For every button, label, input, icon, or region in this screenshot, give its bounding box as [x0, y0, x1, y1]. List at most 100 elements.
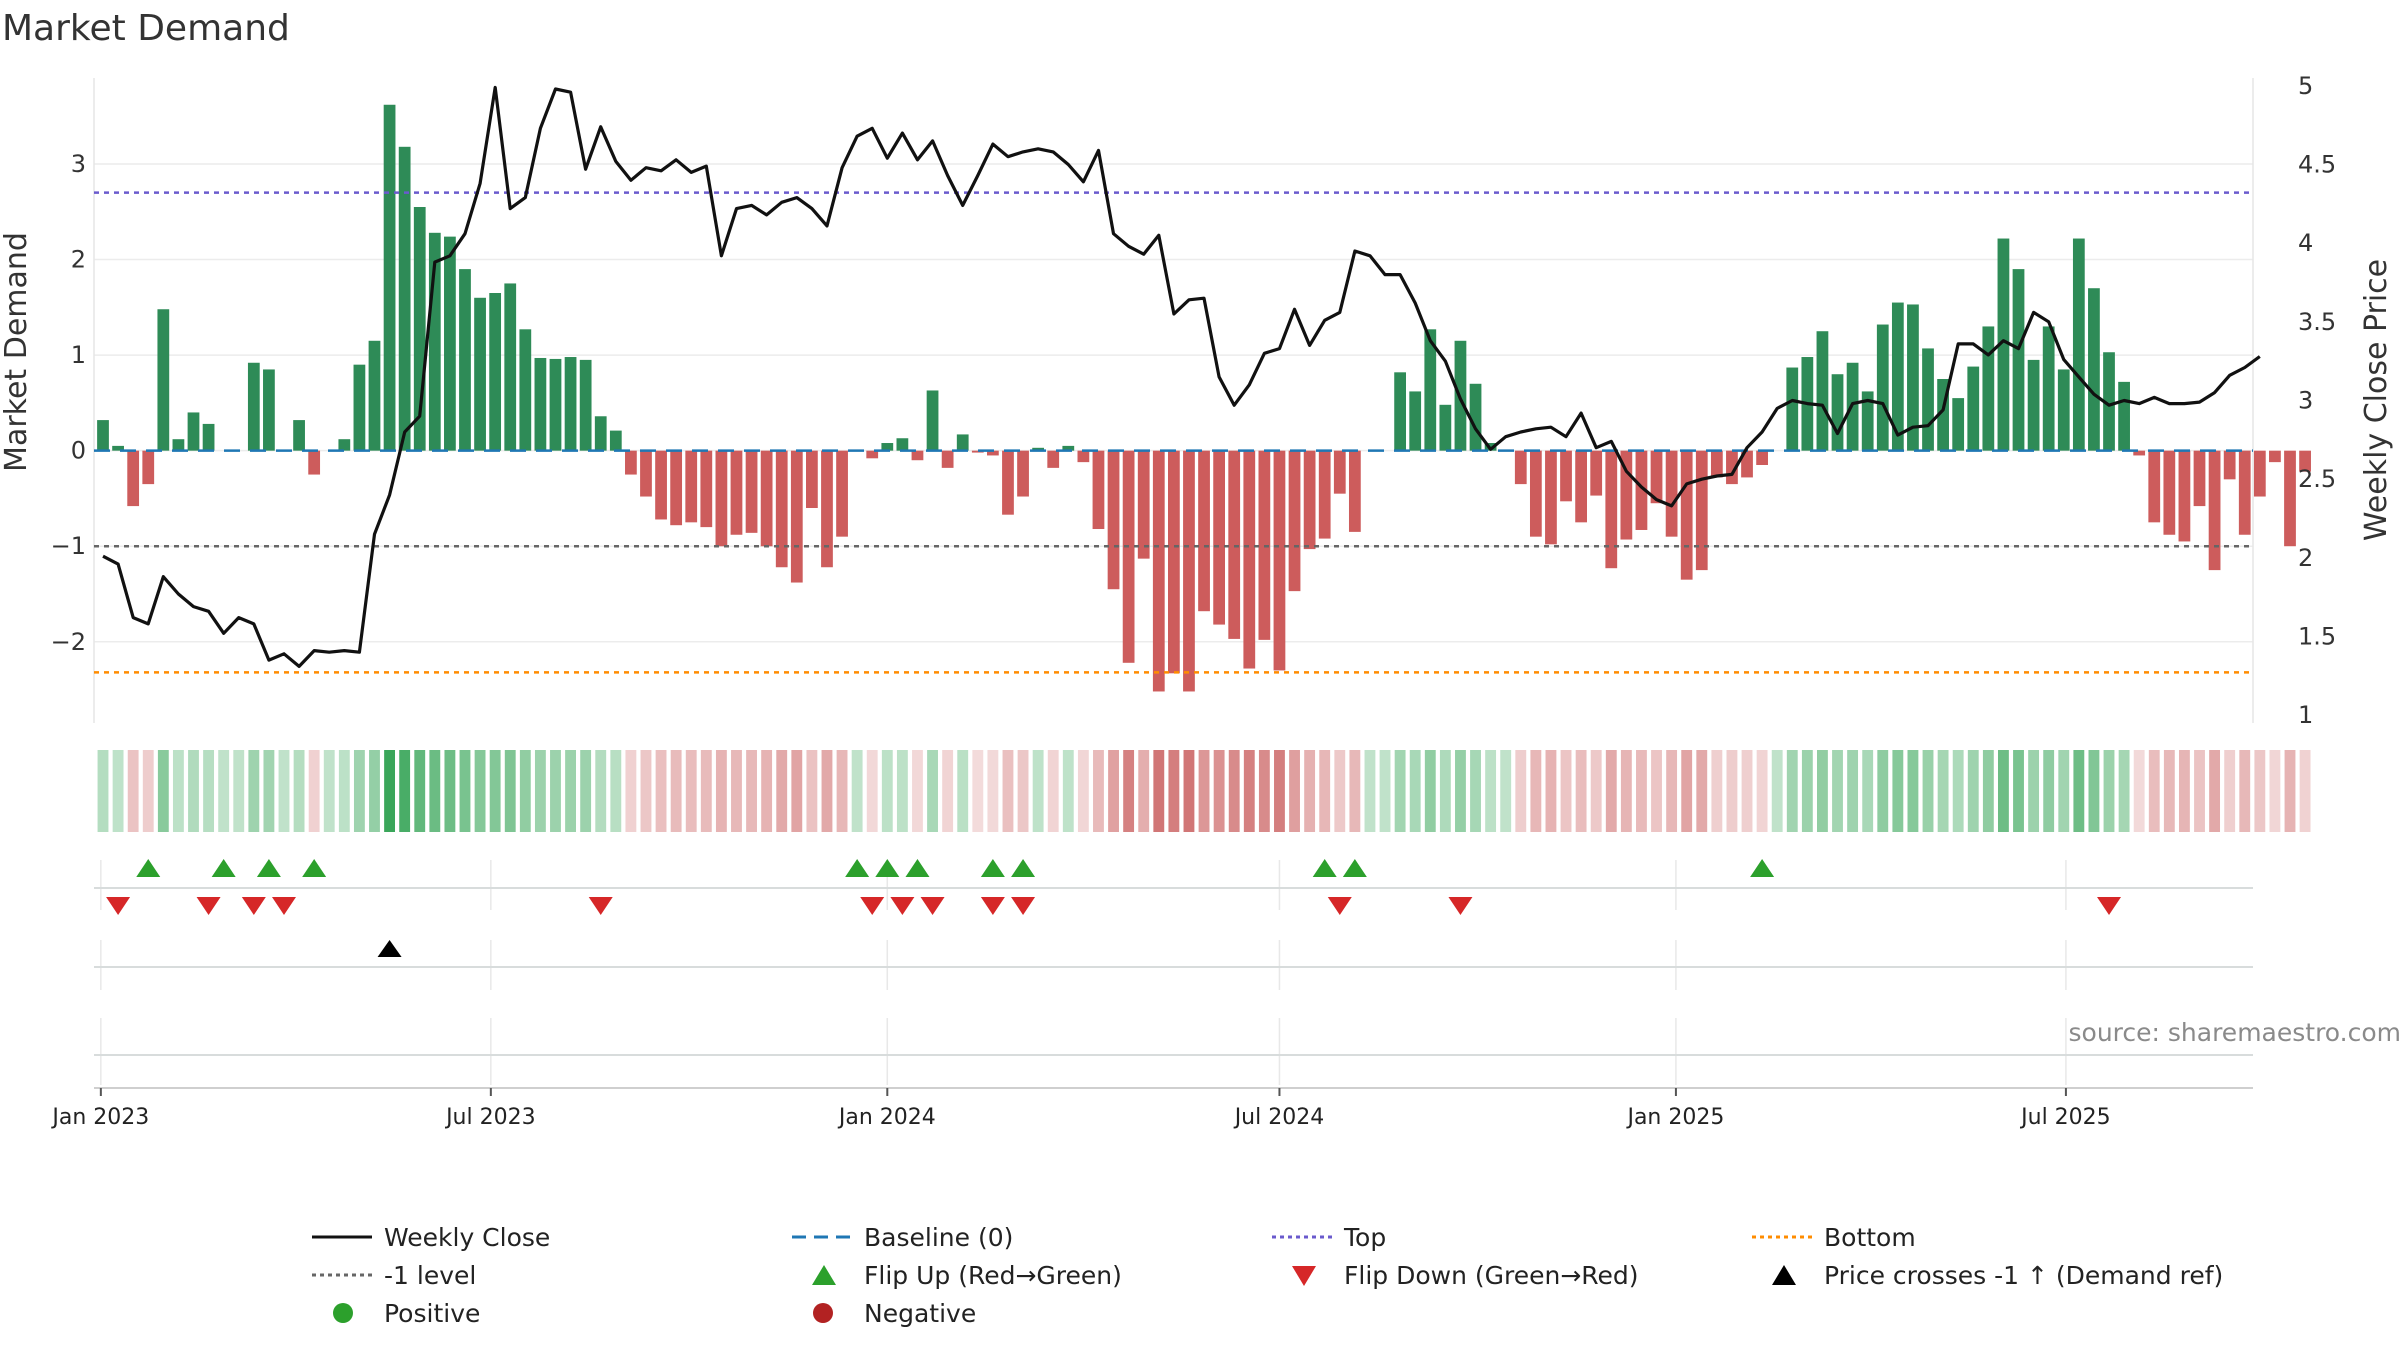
heat-cell	[384, 750, 396, 832]
heat-cell	[1636, 750, 1647, 832]
heat-cell	[414, 750, 426, 832]
heat-cell	[1907, 750, 1919, 832]
legend-label-positive: Positive	[384, 1299, 480, 1328]
heat-cell	[2028, 750, 2040, 832]
flip-up-marker	[845, 859, 870, 877]
demand-bar-positive	[2057, 369, 2070, 451]
demand-bar-positive	[489, 293, 502, 451]
demand-bar-negative	[1167, 450, 1180, 674]
demand-bar-negative	[1152, 450, 1165, 692]
heat-cell	[1304, 750, 1316, 832]
flip-up-marker	[211, 859, 236, 877]
heat-cell	[1681, 750, 1693, 832]
demand-bar-negative	[2269, 450, 2281, 463]
heat-cell	[942, 750, 954, 832]
demand-bar-positive	[1907, 304, 1919, 451]
price-cross-marker	[377, 940, 402, 957]
demand-bar-positive	[1831, 374, 1844, 451]
demand-bar-negative	[760, 450, 773, 547]
heat-cell	[2254, 750, 2266, 832]
heat-cell	[565, 750, 576, 832]
heat-cell	[851, 750, 863, 832]
demand-bar-negative	[1545, 450, 1557, 545]
weekly-close-line	[102, 85, 2261, 669]
heat-cell	[881, 750, 893, 832]
legend-swatch-price-cross	[1772, 1265, 1796, 1285]
demand-bar-negative	[836, 450, 848, 537]
demand-bar-negative	[2238, 450, 2251, 535]
demand-bar-positive	[2088, 288, 2100, 451]
heat-cell	[489, 750, 501, 832]
left-axis-label: Market Demand	[0, 232, 34, 472]
heat-cell	[1832, 750, 1843, 832]
demand-bar-negative	[625, 450, 637, 475]
flip-up-marker	[1312, 859, 1337, 877]
demand-bar-negative	[1575, 450, 1587, 523]
heat-cell	[1847, 750, 1859, 832]
legend-label-bottom: Bottom	[1824, 1223, 1916, 1252]
chart-title: Market Demand	[2, 8, 290, 49]
legend-label-minus-one: -1 level	[384, 1261, 476, 1290]
heat-cell	[323, 750, 335, 832]
demand-bar-positive	[1861, 391, 1874, 451]
demand-bar-negative	[2133, 450, 2146, 456]
demand-bar-positive	[1982, 326, 1995, 451]
heat-cell	[1409, 750, 1421, 832]
right-tick-label: 2	[2298, 544, 2313, 572]
heat-cell	[1002, 750, 1014, 832]
legend-label-baseline: Baseline (0)	[864, 1223, 1013, 1252]
price-cross-strip	[94, 940, 2253, 990]
demand-bar-negative	[655, 450, 667, 520]
heat-cell	[1455, 750, 1466, 832]
heat-cell	[550, 750, 561, 832]
heat-cell	[866, 750, 878, 832]
heat-cell	[987, 750, 999, 832]
legend-label-top: Top	[1343, 1223, 1386, 1252]
heat-cell	[972, 750, 984, 832]
demand-bar-negative	[1605, 450, 1618, 569]
heat-cell	[1651, 750, 1662, 832]
demand-bar-positive	[398, 146, 411, 451]
heat-cell	[1485, 750, 1497, 832]
flip-up-marker	[256, 859, 281, 877]
demand-bar-positive	[1409, 391, 1422, 451]
legend-swatch-negative	[813, 1303, 833, 1323]
demand-bar-positive	[368, 340, 381, 451]
legend-item-minus-one: -1 level	[312, 1261, 476, 1290]
heat-cell	[444, 750, 456, 832]
demand-bar-positive	[444, 236, 456, 451]
demand-bar-negative	[2284, 450, 2296, 547]
heat-cell	[2284, 750, 2296, 832]
demand-bar-negative	[142, 450, 155, 485]
flip-up-marker	[980, 859, 1005, 877]
heat-cell	[2073, 750, 2085, 832]
heat-cell	[1258, 750, 1270, 832]
heat-cell	[1334, 750, 1346, 832]
demand-bar-negative	[821, 450, 833, 568]
demand-bar-positive	[202, 423, 215, 451]
demand-bar-positive	[1816, 331, 1829, 451]
left-tick-label: 0	[71, 437, 86, 465]
legend: Weekly Close Baseline (0) Top Bottom -1 …	[312, 1223, 2223, 1328]
heat-cell	[927, 750, 938, 832]
heat-cell	[1771, 750, 1783, 832]
flip-down-marker	[920, 897, 945, 915]
flip-up-marker	[875, 859, 900, 877]
demand-bar-positive	[549, 358, 562, 451]
demand-bar-positive	[338, 439, 351, 451]
demand-bar-negative	[1228, 450, 1241, 639]
heat-cell	[2133, 750, 2145, 832]
heat-cell	[1138, 750, 1150, 832]
heat-cell	[1952, 750, 1964, 832]
demand-bar-negative	[1047, 450, 1060, 468]
legend-label-price-cross: Price crosses -1 ↑ (Demand ref)	[1824, 1261, 2223, 1290]
heat-cell	[1108, 750, 1119, 832]
legend-item-flip-down: Flip Down (Green→Red)	[1292, 1261, 1639, 1290]
heat-cell	[1892, 750, 1904, 832]
heat-cell	[1228, 750, 1240, 832]
legend-item-top: Top	[1272, 1223, 1386, 1252]
demand-bar-negative	[1107, 450, 1120, 590]
demand-bar-negative	[700, 450, 713, 528]
heat-cell	[338, 750, 350, 832]
demand-bar-positive	[1439, 404, 1452, 451]
